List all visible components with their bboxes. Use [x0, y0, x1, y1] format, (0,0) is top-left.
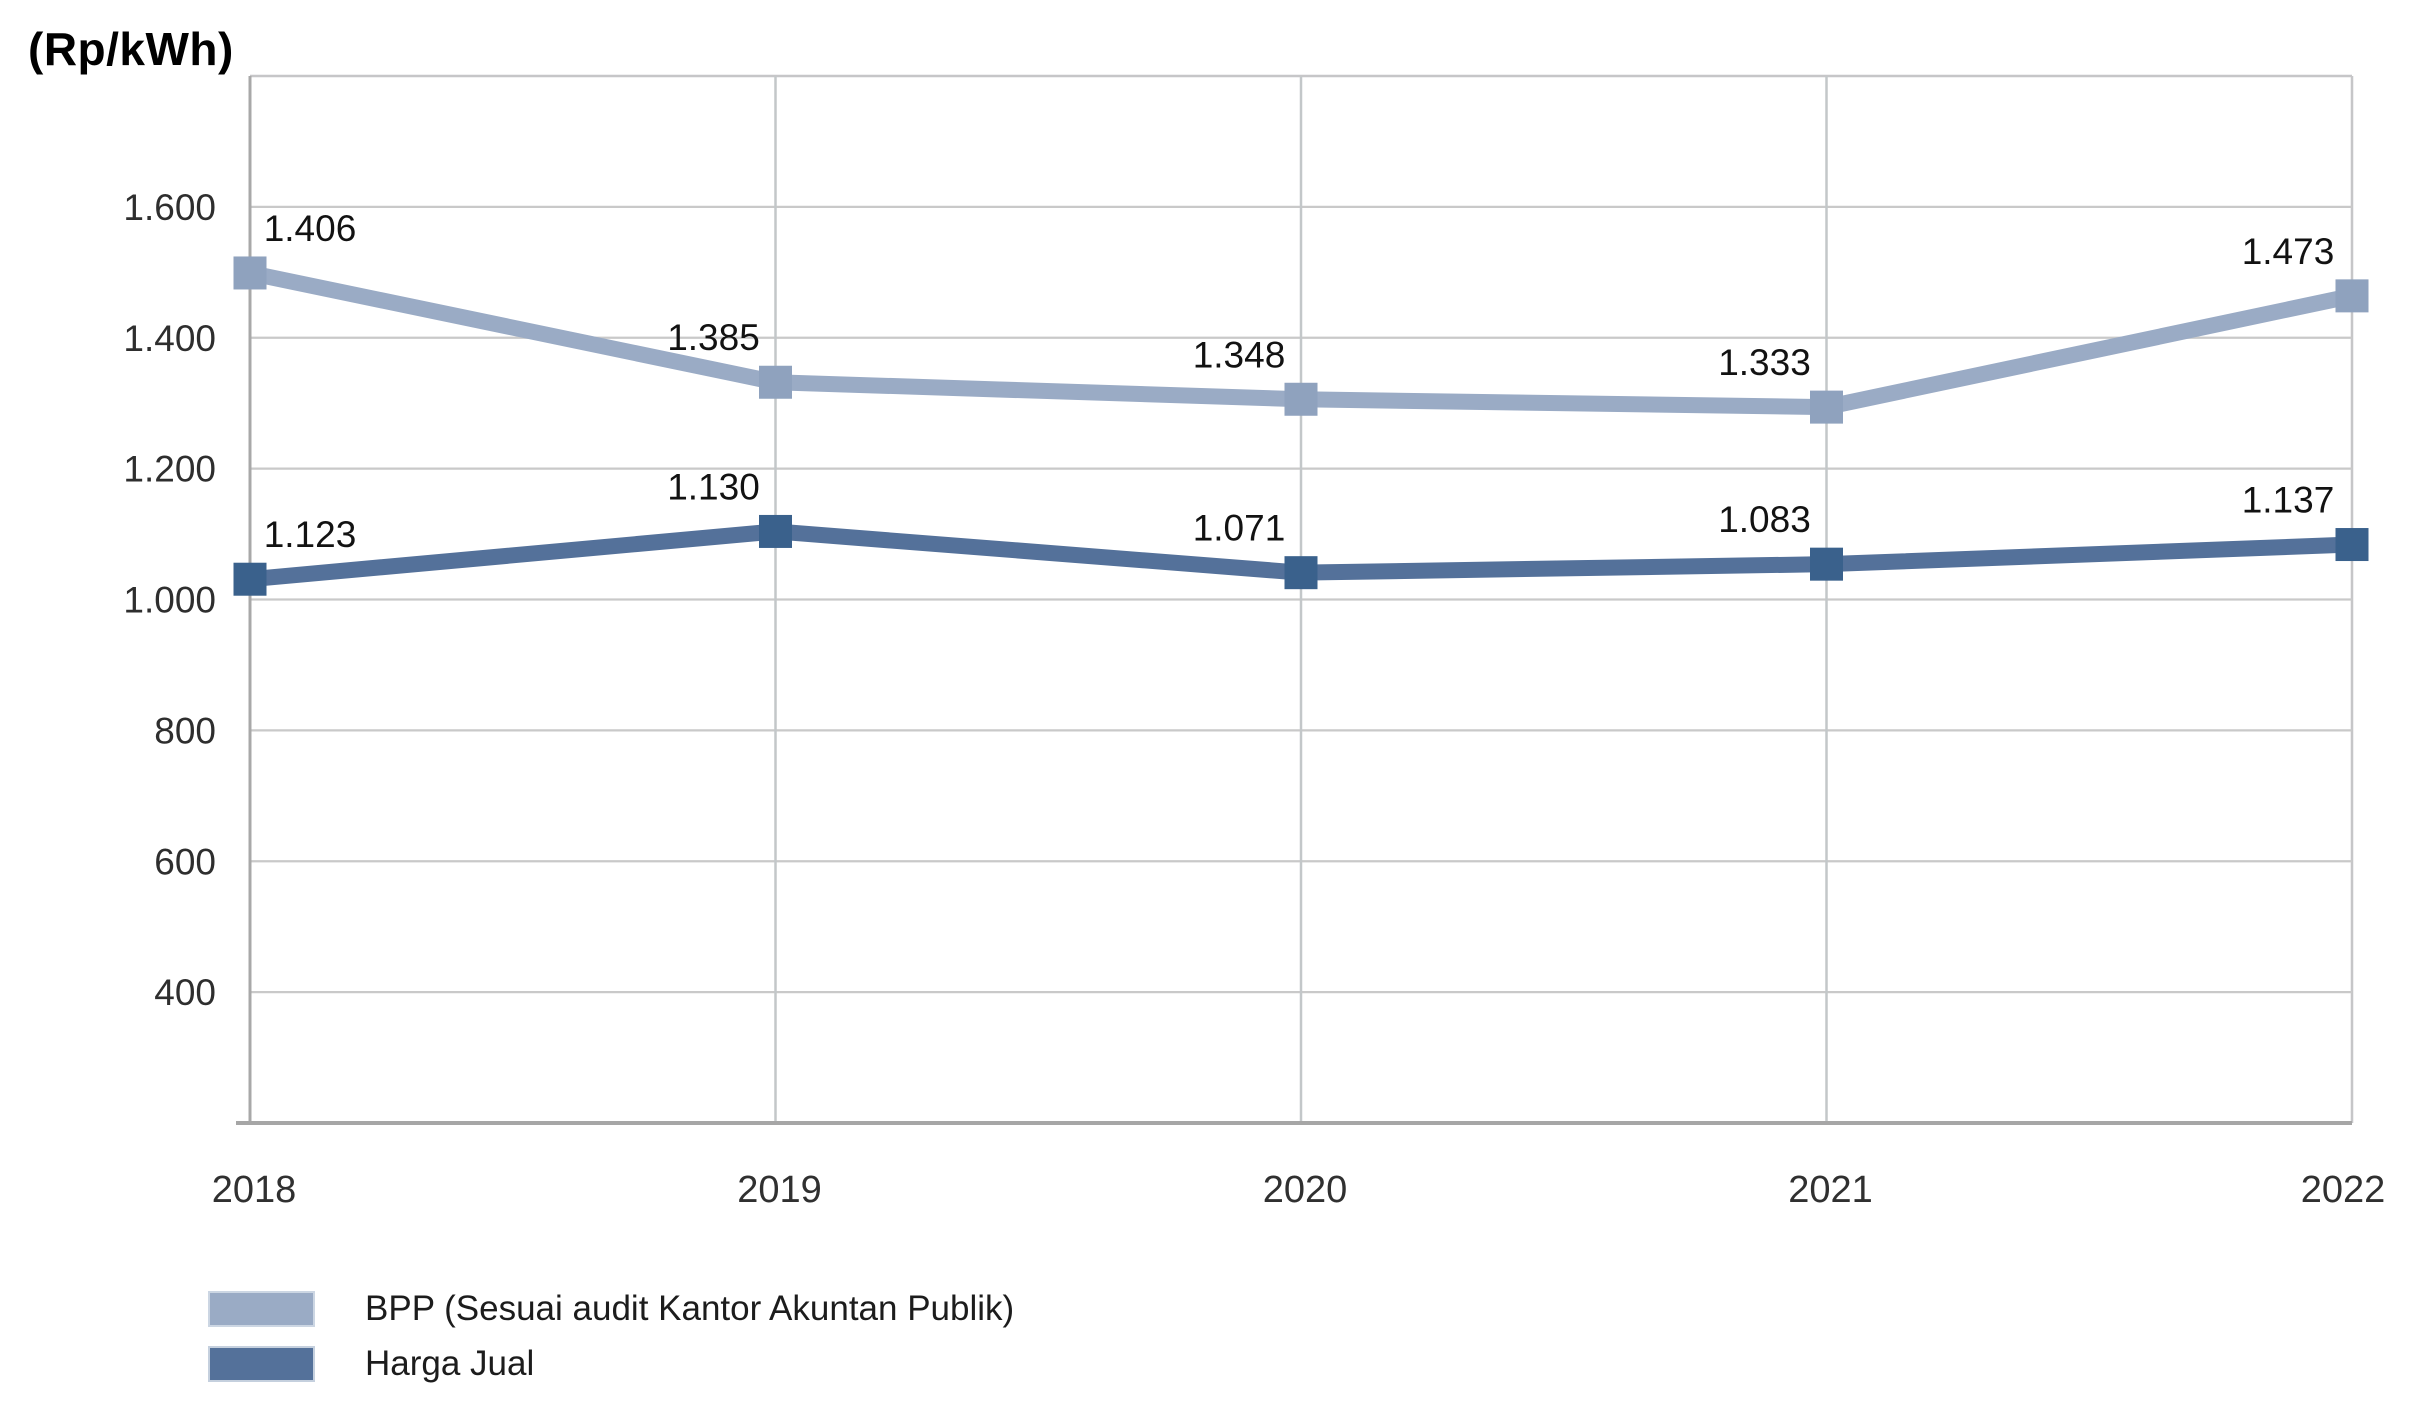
series-marker-harga-jual: [1284, 556, 1318, 590]
data-label-harga-jual: 1.083: [1718, 499, 1811, 540]
data-label-harga-jual: 1.137: [2242, 480, 2335, 521]
y-axis-tick-label: 1.000: [123, 580, 216, 621]
legend-swatch-harga-jual: [208, 1346, 315, 1382]
data-label-bpp: 1.473: [2242, 231, 2335, 272]
legend: BPP (Sesuai audit Kantor Akuntan Publik)…: [208, 1291, 1014, 1401]
series-marker-bpp: [233, 256, 267, 290]
x-axis-year-label: 2020: [1263, 1169, 1348, 1211]
series-marker-bpp: [759, 365, 792, 399]
y-axis-tick-label: 1.200: [123, 449, 216, 490]
series-marker-bpp: [2335, 279, 2369, 313]
series-marker-bpp: [1810, 390, 1843, 424]
y-axis-tick-label: 600: [154, 841, 216, 882]
y-axis-tick-label: 800: [154, 710, 216, 751]
x-axis-year-label: 2022: [2301, 1169, 2386, 1211]
legend-label-harga-jual: Harga Jual: [365, 1344, 535, 1383]
legend-item-bpp: BPP (Sesuai audit Kantor Akuntan Publik): [208, 1291, 1014, 1327]
series-marker-bpp: [1284, 382, 1318, 416]
data-label-bpp: 1.348: [1193, 334, 1286, 375]
y-axis-unit-title: (Rp/kWh): [28, 23, 234, 75]
x-axis-year-label: 2019: [737, 1169, 822, 1211]
y-axis-tick-label: 400: [154, 972, 216, 1013]
legend-item-harga-jual: Harga Jual: [208, 1346, 1014, 1382]
series-marker-harga-jual: [759, 514, 792, 548]
y-axis-tick-label: 1.400: [123, 318, 216, 359]
data-label-bpp: 1.333: [1718, 342, 1811, 383]
series-marker-harga-jual: [1810, 547, 1843, 581]
legend-swatch-bpp: [208, 1291, 315, 1327]
series-marker-harga-jual: [2335, 528, 2369, 562]
data-label-harga-jual: 1.130: [667, 466, 760, 507]
x-axis-year-label: 2021: [1788, 1169, 1873, 1211]
legend-label-bpp: BPP (Sesuai audit Kantor Akuntan Publik): [365, 1289, 1015, 1328]
data-label-bpp: 1.406: [264, 208, 357, 249]
data-label-bpp: 1.385: [667, 317, 760, 358]
series-marker-harga-jual: [233, 562, 267, 596]
data-label-harga-jual: 1.071: [1193, 508, 1286, 549]
x-axis-year-label: 2018: [212, 1169, 297, 1211]
y-axis-tick-label: 1.600: [123, 187, 216, 228]
data-label-harga-jual: 1.123: [264, 514, 357, 555]
